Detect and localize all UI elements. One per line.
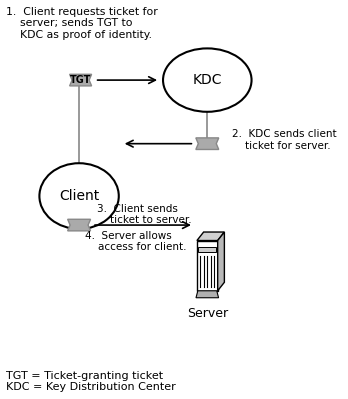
Polygon shape [197, 232, 224, 241]
Text: TGT = Ticket-granting ticket
KDC = Key Distribution Center: TGT = Ticket-granting ticket KDC = Key D… [6, 371, 176, 392]
Ellipse shape [163, 48, 252, 112]
Text: Client: Client [59, 189, 99, 203]
Polygon shape [218, 232, 224, 291]
Text: 1.  Client requests ticket for
    server; sends TGT to
    KDC as proof of iden: 1. Client requests ticket for server; se… [6, 7, 158, 40]
Polygon shape [70, 74, 92, 86]
Polygon shape [196, 138, 219, 150]
Text: TGT: TGT [70, 75, 91, 85]
Text: 3.  Client sends
    ticket to server.: 3. Client sends ticket to server. [97, 204, 192, 225]
Polygon shape [196, 291, 219, 298]
Text: KDC: KDC [192, 73, 222, 87]
Text: 2.  KDC sends client
    ticket for server.: 2. KDC sends client ticket for server. [232, 129, 336, 150]
Polygon shape [198, 247, 216, 252]
Text: Server: Server [187, 307, 228, 320]
Polygon shape [68, 219, 90, 231]
Polygon shape [197, 241, 218, 291]
Text: 4.  Server allows
    access for client.: 4. Server allows access for client. [85, 231, 187, 253]
Ellipse shape [39, 163, 119, 229]
